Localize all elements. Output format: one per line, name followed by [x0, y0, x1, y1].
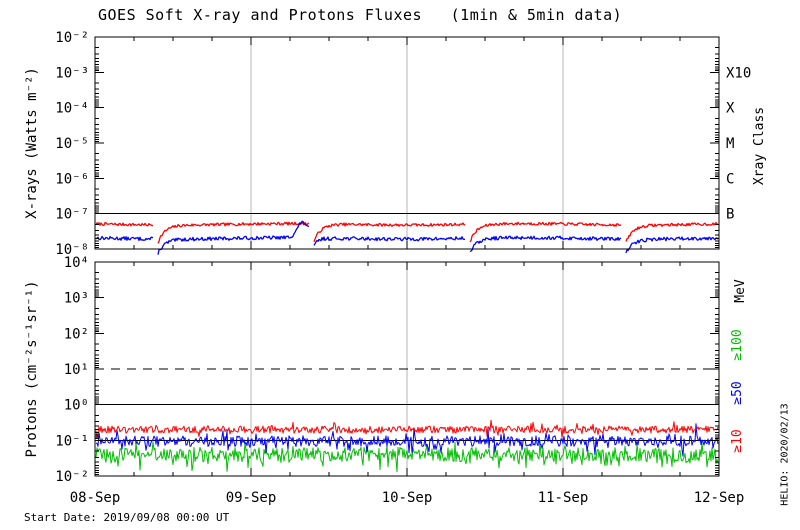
y-tick-label: 10⁻⁷ — [55, 207, 89, 223]
y-tick-label: 10⁻² — [55, 469, 89, 485]
y-tick-label: 10⁻⁵ — [55, 136, 89, 152]
y-tick-label: 10³ — [64, 291, 89, 307]
y-tick-label: 10⁰ — [64, 398, 89, 414]
xray-class-tick-label: C — [726, 171, 734, 187]
proton-energy-label: ≥10 — [730, 429, 745, 452]
xray-class-tick-label: M — [726, 136, 734, 152]
y-tick-label: 10⁻⁴ — [55, 101, 89, 117]
y-tick-label: 10⁻¹ — [55, 433, 89, 449]
x-tick-label: 12-Sep — [694, 490, 745, 506]
xray-axis-title: X-rays (Watts m⁻²) — [24, 67, 40, 219]
chart-title: GOES Soft X-ray and Protons Fluxes (1min… — [98, 6, 623, 24]
y-tick-label: 10¹ — [64, 362, 89, 378]
xray-class-tick-label: X10 — [726, 65, 751, 81]
proton-energy-label: ≥50 — [730, 381, 745, 404]
proton-axis-title: Protons (cm⁻²s⁻¹sr⁻¹) — [24, 280, 40, 457]
x-tick-label: 09-Sep — [226, 490, 277, 506]
mev-axis-title: MeV — [733, 279, 748, 303]
xray-class-tick-label: X — [726, 101, 735, 117]
proton-trace-ge10 — [95, 419, 719, 439]
x-tick-label: 08-Sep — [70, 490, 121, 506]
x-tick-label: 11-Sep — [538, 490, 589, 506]
credit-label: HELIO: 2020/02/13 — [779, 403, 791, 506]
y-tick-label: 10⁻³ — [55, 65, 89, 81]
y-tick-label: 10⁻² — [55, 30, 89, 46]
proton-trace-ge100 — [95, 439, 719, 473]
y-tick-label: 10⁻⁶ — [55, 171, 89, 187]
proton-trace-ge50 — [95, 423, 719, 457]
xray-trace-red — [95, 221, 719, 244]
start-date-label: Start Date: 2019/09/08 00:00 UT — [24, 511, 230, 524]
xray-class-tick-label: B — [726, 207, 734, 223]
y-tick-label: 10² — [64, 326, 89, 342]
proton-energy-label: ≥100 — [730, 329, 745, 360]
x-tick-label: 10-Sep — [382, 490, 433, 506]
xray-class-axis-title: Xray Class — [752, 107, 767, 185]
y-tick-label: 10⁻⁸ — [55, 242, 89, 258]
y-tick-label: 10⁴ — [64, 255, 89, 271]
xray-trace-blue — [95, 220, 719, 255]
